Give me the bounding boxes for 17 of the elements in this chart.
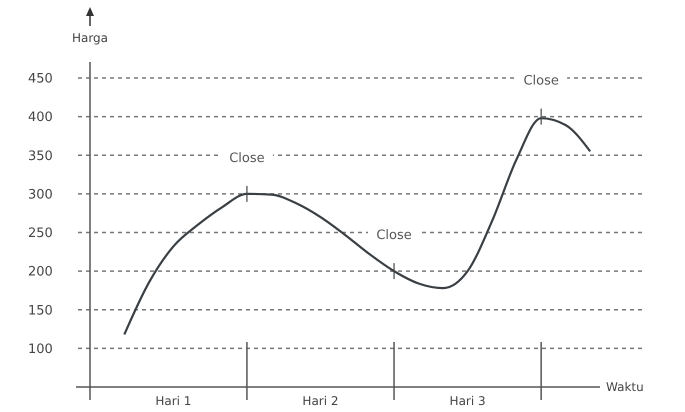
- y-axis-title: Harga: [72, 31, 108, 45]
- y-tick-label: 150: [28, 303, 53, 318]
- annotation: Close: [229, 150, 265, 166]
- y-tick-label: 250: [28, 226, 53, 242]
- annotation: Close: [376, 228, 412, 244]
- y-tick-label: 200: [28, 264, 53, 280]
- line-series: [123, 117, 592, 336]
- annotation: Close: [523, 74, 559, 89]
- x-tick-label: Hari 1: [155, 394, 192, 408]
- x-axis-title: Waktu: [606, 380, 644, 394]
- x-tick-label: Hari 3: [450, 394, 486, 408]
- y-tick-label: 350: [28, 148, 53, 164]
- y-tick-label: 450: [28, 72, 53, 87]
- x-tick-label: Hari 2: [302, 394, 339, 408]
- y-tick-label: 400: [28, 110, 53, 126]
- y-tick-label: 300: [28, 187, 53, 202]
- y-tick-label: 100: [28, 342, 53, 357]
